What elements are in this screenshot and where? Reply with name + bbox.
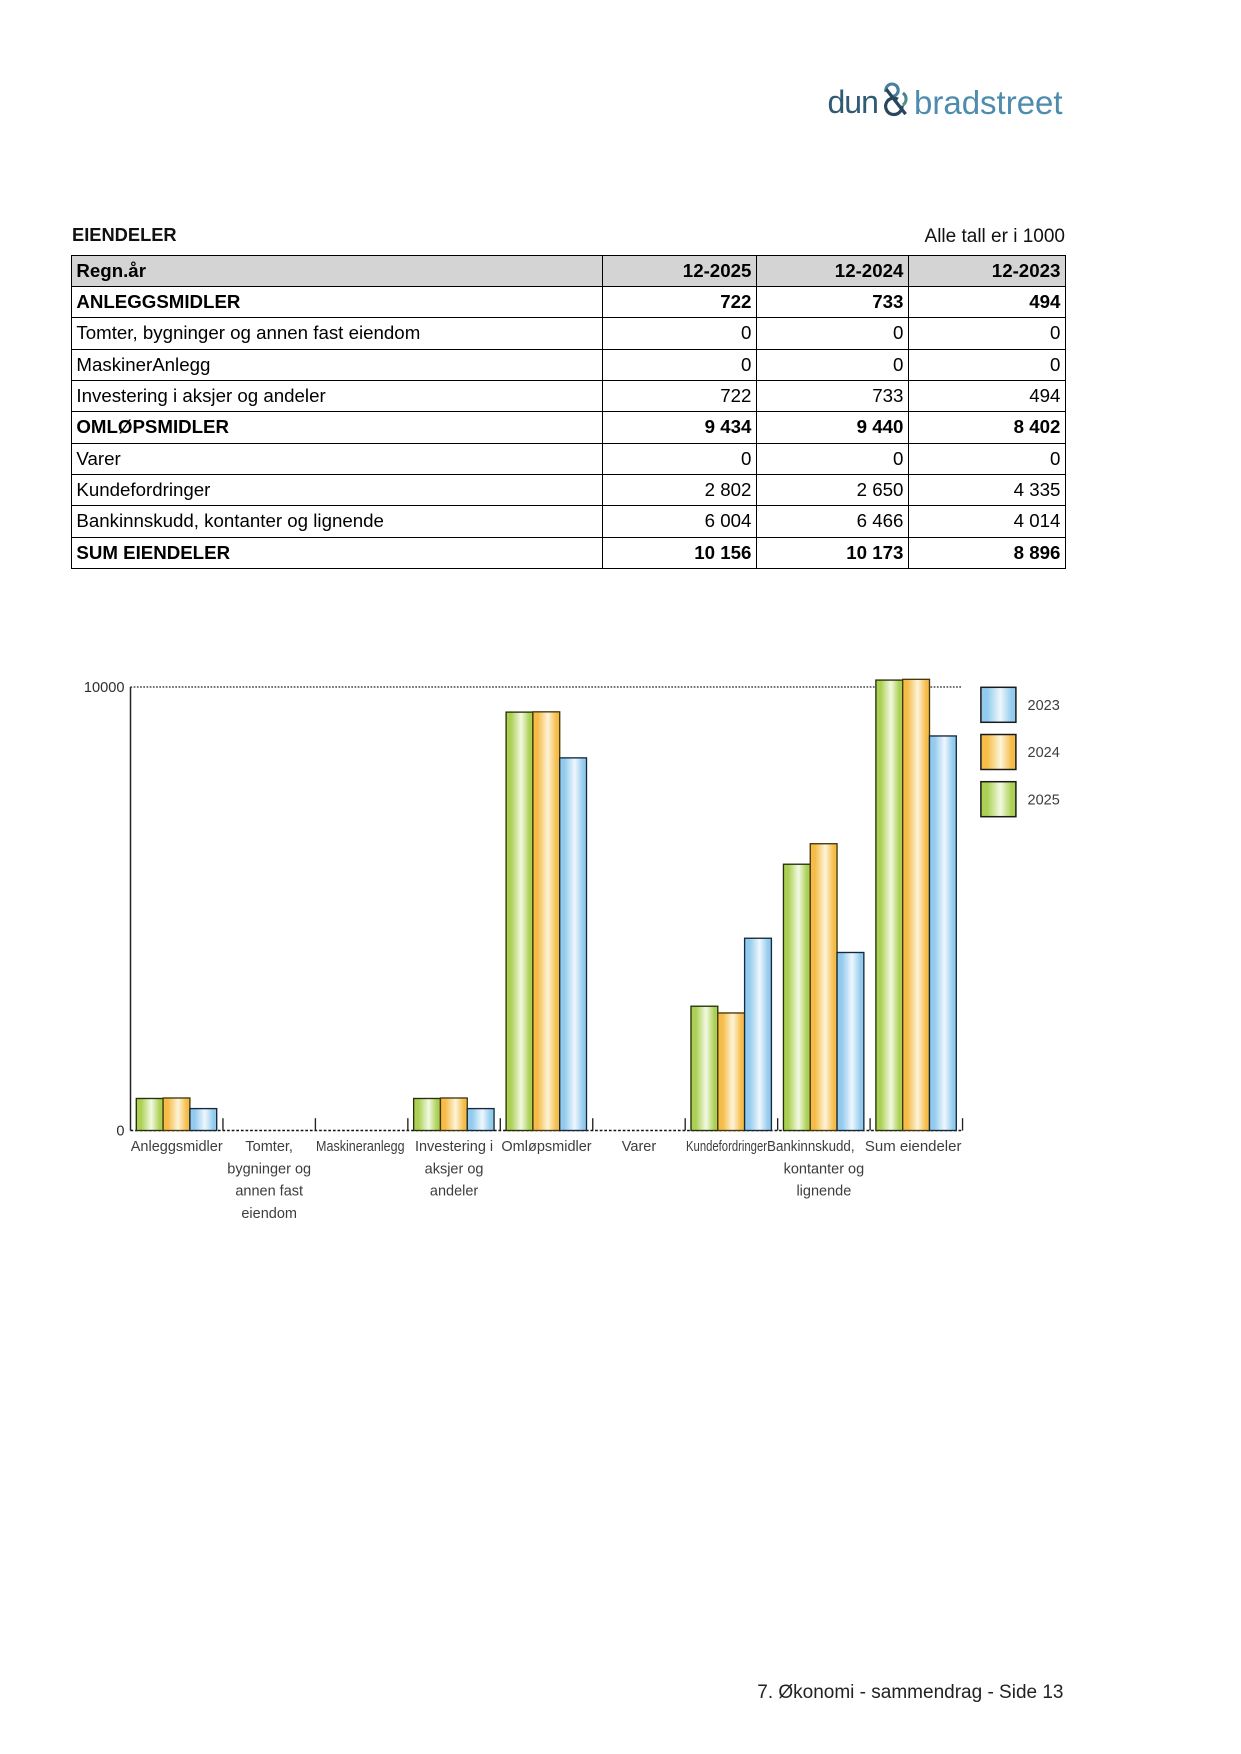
svg-text:Omløpsmidler: Omløpsmidler xyxy=(501,1139,591,1155)
svg-text:10000: 10000 xyxy=(84,680,125,696)
svg-text:2023: 2023 xyxy=(1028,698,1060,714)
svg-text:Maskineranlegg: Maskineranlegg xyxy=(316,1139,405,1155)
svg-text:eiendom: eiendom xyxy=(241,1206,297,1222)
svg-text:Varer: Varer xyxy=(622,1139,657,1155)
svg-text:Sum eiendeler: Sum eiendeler xyxy=(865,1139,962,1155)
svg-text:Tomter,: Tomter, xyxy=(245,1139,293,1155)
svg-text:Anleggsmidler: Anleggsmidler xyxy=(131,1139,223,1155)
svg-text:lignende: lignende xyxy=(796,1184,851,1200)
svg-text:Kundefordringer: Kundefordringer xyxy=(686,1139,767,1155)
svg-text:annen fast: annen fast xyxy=(235,1184,303,1200)
svg-text:aksjer og: aksjer og xyxy=(425,1161,484,1177)
svg-text:andeler: andeler xyxy=(430,1184,479,1200)
svg-text:Bankinnskudd,: Bankinnskudd, xyxy=(767,1139,855,1155)
svg-text:bygninger og: bygninger og xyxy=(227,1161,311,1177)
svg-text:0: 0 xyxy=(116,1124,124,1140)
svg-text:2025: 2025 xyxy=(1028,792,1060,808)
svg-text:2024: 2024 xyxy=(1028,745,1060,761)
svg-text:Investering i: Investering i xyxy=(415,1139,493,1155)
svg-text:kontanter og: kontanter og xyxy=(784,1161,865,1177)
